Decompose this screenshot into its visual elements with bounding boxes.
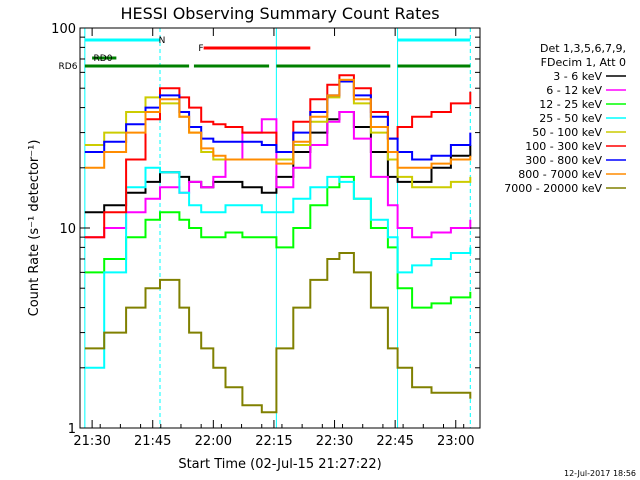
legend-label-0: 3 - 6 keV [553,70,602,83]
footer-date: 12-Jul-2017 18:56 [564,469,636,478]
series-line-3 [84,166,472,369]
x-tick-label-3: 22:15 [255,434,292,449]
series-line-2 [84,175,472,309]
flag-bars: N F RD0 RD6 [59,36,471,72]
series-line-8 [84,252,472,414]
legend-label-8: 7000 - 20000 keV [504,182,602,195]
chart-title: HESSI Observing Summary Count Rates [120,4,439,23]
legend-label-4: 50 - 100 keV [532,126,602,139]
series-line-1 [84,111,472,239]
legend-label-2: 12 - 25 keV [539,98,602,111]
y-axis-ticks: 1 10 100 [51,22,480,437]
flag-label-n: N [159,36,166,46]
flag-label-rd0: RD0 [94,54,113,64]
x-tick-label-4: 22:30 [316,434,353,449]
y-axis-label: Count Rate (s⁻¹ detector⁻¹) [27,140,42,317]
legend-label-7: 800 - 7000 keV [518,168,602,181]
flag-label-rd6: RD6 [59,62,78,72]
x-tick-label-1: 21:45 [134,434,171,449]
x-tick-label-6: 23:00 [437,434,474,449]
x-tick-label-0: 21:30 [73,434,110,449]
flag-label-f: F [198,44,203,54]
x-axis-ticks: 21:30 21:45 22:00 22:15 22:30 22:45 23:00 [73,28,474,449]
legend-label-3: 25 - 50 keV [539,112,602,125]
legend-label-1: 6 - 12 keV [546,84,602,97]
series-group [84,74,472,414]
y-tick-label-1: 10 [59,222,76,237]
legend: Det 1,3,5,6,7,9,FDecim 1, Att 03 - 6 keV… [504,42,626,195]
plot-frame [79,27,481,429]
x-axis-label: Start Time (02-Jul-15 21:27:22) [178,457,381,472]
legend-header-0: Det 1,3,5,6,7,9, [540,42,626,55]
legend-label-5: 100 - 300 keV [525,140,602,153]
y-tick-label-0: 1 [68,422,76,437]
legend-header-1: FDecim 1, Att 0 [541,56,626,69]
x-tick-label-2: 22:00 [195,434,232,449]
x-tick-label-5: 22:45 [376,434,413,449]
y-tick-label-2: 100 [51,22,76,37]
legend-label-6: 300 - 800 keV [525,154,602,167]
series-line-7 [84,78,472,169]
